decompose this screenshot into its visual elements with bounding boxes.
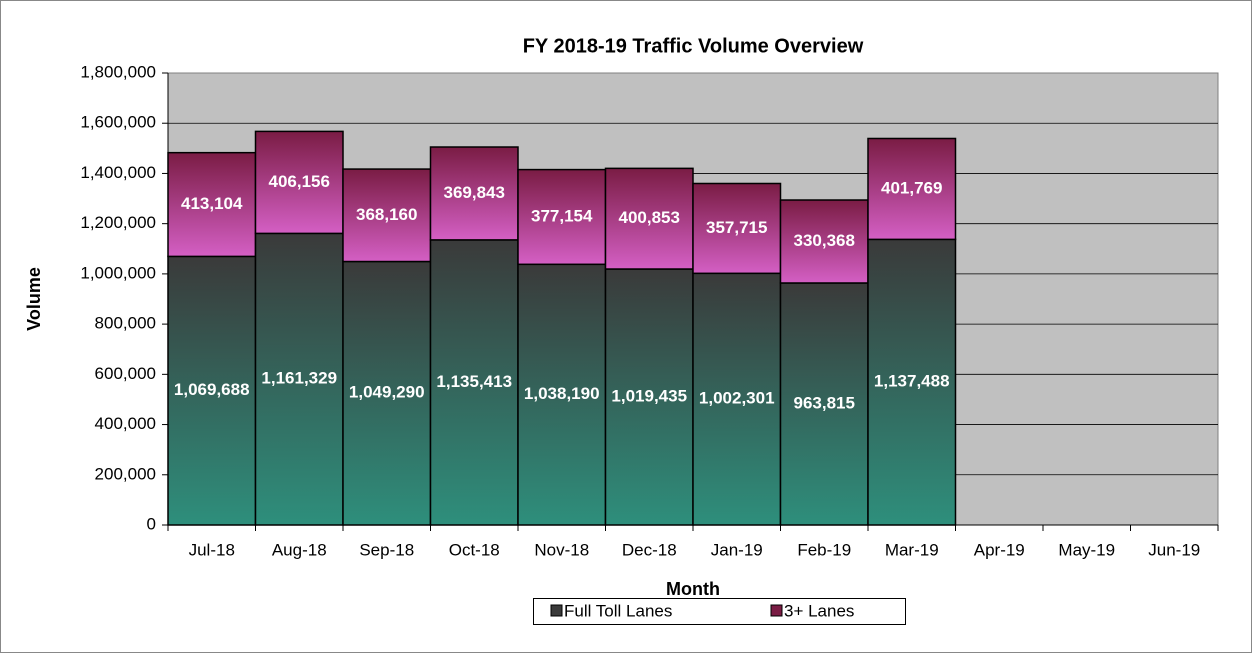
y-axis-label: Volume [24, 267, 44, 331]
bar-segment [692, 272, 782, 526]
bar-segment [692, 182, 782, 275]
x-tick-label: Jul-18 [189, 540, 235, 559]
y-tick-label: 1,800,000 [80, 62, 156, 81]
data-label: 377,154 [531, 206, 593, 225]
data-label: 357,715 [706, 218, 767, 237]
data-label: 401,769 [881, 178, 942, 197]
x-tick-label: Jun-19 [1148, 540, 1200, 559]
data-label: 1,049,290 [349, 383, 425, 402]
y-tick-label: 800,000 [95, 314, 156, 333]
bar-segment [342, 260, 432, 526]
legend-label: Full Toll Lanes [564, 601, 672, 620]
bar-segment [429, 146, 519, 241]
bar-segment [517, 263, 607, 526]
y-tick-label: 600,000 [95, 364, 156, 383]
y-tick-label: 1,600,000 [80, 113, 156, 132]
x-tick-label: Feb-19 [797, 540, 851, 559]
legend-swatch [550, 604, 563, 617]
y-tick-label: 0 [147, 514, 156, 533]
y-tick-label: 1,000,000 [80, 263, 156, 282]
data-label: 330,368 [794, 231, 855, 250]
x-tick-label: Sep-18 [359, 540, 414, 559]
bar-segment [517, 168, 607, 266]
data-label: 400,853 [619, 208, 680, 227]
data-label: 963,815 [794, 393, 855, 412]
bar-segment [604, 268, 694, 526]
data-label: 1,019,435 [611, 386, 687, 405]
bar-segment [429, 239, 519, 526]
x-tick-label: Dec-18 [622, 540, 677, 559]
data-label: 1,137,488 [874, 372, 950, 391]
chart-title: FY 2018-19 Traffic Volume Overview [523, 35, 864, 57]
bar-segment [167, 151, 257, 258]
bar-segment [779, 282, 869, 526]
y-tick-label: 200,000 [95, 464, 156, 483]
legend-box [533, 598, 906, 625]
y-tick-label: 400,000 [95, 414, 156, 433]
data-label: 413,104 [181, 194, 243, 213]
bar-segment [779, 199, 869, 284]
x-axis-label: Month [666, 579, 720, 599]
legend-label: 3+ Lanes [784, 601, 854, 620]
data-label: 1,135,413 [436, 372, 512, 391]
data-label: 406,156 [269, 172, 330, 191]
x-tick-label: Apr-19 [974, 540, 1025, 559]
data-label: 1,161,329 [261, 369, 337, 388]
x-tick-label: Oct-18 [449, 540, 500, 559]
data-label: 1,069,688 [174, 380, 250, 399]
bar-segment [254, 130, 344, 235]
legend-swatch [770, 604, 783, 617]
x-tick-label: Aug-18 [272, 540, 327, 559]
y-tick-label: 1,400,000 [80, 163, 156, 182]
data-label: 1,002,301 [699, 389, 775, 408]
x-tick-label: Nov-18 [534, 540, 589, 559]
bar-segment [254, 232, 344, 526]
y-tick-label: 1,200,000 [80, 213, 156, 232]
bar-segment [604, 167, 694, 270]
bar-segment [867, 137, 957, 241]
data-label: 1,038,190 [524, 384, 600, 403]
bar-segment [342, 168, 432, 263]
x-tick-label: May-19 [1058, 540, 1115, 559]
x-tick-label: Jan-19 [711, 540, 763, 559]
data-label: 368,160 [356, 205, 417, 224]
x-tick-label: Mar-19 [885, 540, 939, 559]
data-label: 369,843 [444, 183, 505, 202]
